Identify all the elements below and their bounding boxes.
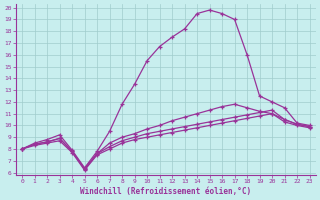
- X-axis label: Windchill (Refroidissement éolien,°C): Windchill (Refroidissement éolien,°C): [80, 187, 252, 196]
